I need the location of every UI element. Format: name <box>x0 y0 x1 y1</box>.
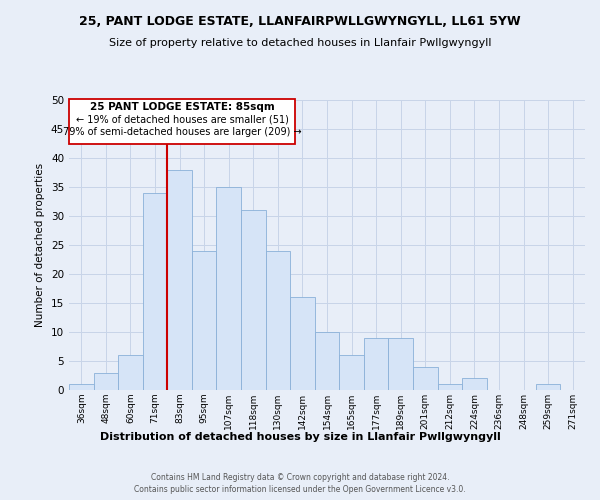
FancyBboxPatch shape <box>69 99 295 144</box>
Bar <box>94 372 118 390</box>
Bar <box>192 251 217 390</box>
Text: Size of property relative to detached houses in Llanfair Pwllgwyngyll: Size of property relative to detached ho… <box>109 38 491 48</box>
Bar <box>69 384 94 390</box>
Text: 25, PANT LODGE ESTATE, LLANFAIRPWLLGWYNGYLL, LL61 5YW: 25, PANT LODGE ESTATE, LLANFAIRPWLLGWYNG… <box>79 15 521 28</box>
Bar <box>118 355 143 390</box>
Bar <box>217 187 241 390</box>
Bar <box>241 210 266 390</box>
Text: 79% of semi-detached houses are larger (209) →: 79% of semi-detached houses are larger (… <box>63 128 301 138</box>
Bar <box>462 378 487 390</box>
Text: Distribution of detached houses by size in Llanfair Pwllgwyngyll: Distribution of detached houses by size … <box>100 432 500 442</box>
Bar <box>388 338 413 390</box>
Bar <box>167 170 192 390</box>
Text: ← 19% of detached houses are smaller (51): ← 19% of detached houses are smaller (51… <box>76 114 289 124</box>
Bar <box>413 367 437 390</box>
Bar <box>266 251 290 390</box>
Bar <box>364 338 388 390</box>
Bar <box>290 297 315 390</box>
Bar <box>315 332 339 390</box>
Y-axis label: Number of detached properties: Number of detached properties <box>35 163 46 327</box>
Bar <box>437 384 462 390</box>
Bar <box>143 193 167 390</box>
Bar <box>339 355 364 390</box>
Text: Contains public sector information licensed under the Open Government Licence v3: Contains public sector information licen… <box>134 485 466 494</box>
Text: 25 PANT LODGE ESTATE: 85sqm: 25 PANT LODGE ESTATE: 85sqm <box>89 102 274 112</box>
Bar <box>536 384 560 390</box>
Text: Contains HM Land Registry data © Crown copyright and database right 2024.: Contains HM Land Registry data © Crown c… <box>151 472 449 482</box>
